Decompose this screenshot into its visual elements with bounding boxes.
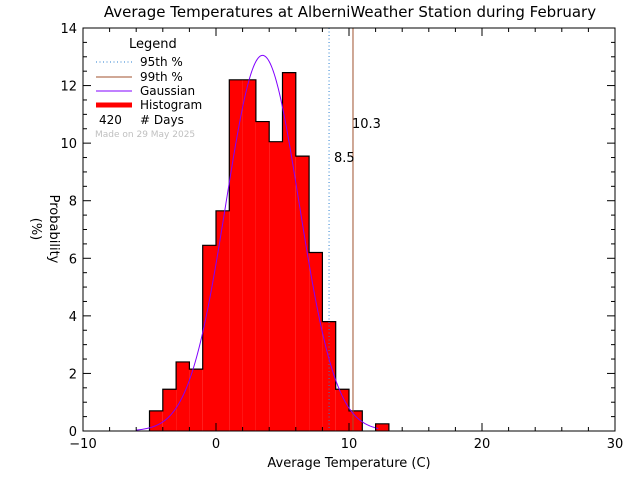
- percentile-99-label: 10.3: [352, 117, 381, 132]
- histogram-bar: [335, 389, 349, 431]
- histogram-bar: [269, 141, 283, 432]
- y-tick-label: 8: [69, 195, 77, 210]
- x-tick-label: 30: [607, 437, 624, 452]
- y-tick-label: 4: [69, 310, 77, 325]
- histogram-bar: [149, 410, 163, 431]
- x-axis-ticks: −10 0 10 20 30: [69, 28, 623, 452]
- x-tick-label: 10: [341, 437, 358, 452]
- gaussian-curve: [136, 54, 379, 431]
- y-axis-unit: (%): [28, 218, 43, 241]
- histogram-bar: [162, 389, 177, 431]
- y-tick-label: 6: [69, 252, 77, 267]
- x-axis-label: Average Temperature (C): [267, 456, 430, 471]
- histogram-bar: [322, 321, 336, 431]
- chart-title: Average Temperatures at AlberniWeather S…: [104, 3, 596, 21]
- histogram-bar: [309, 252, 323, 431]
- y-tick-label: 14: [60, 22, 77, 37]
- histogram-bar: [255, 121, 270, 431]
- x-tick-label: −10: [69, 437, 96, 452]
- made-on-note: Made on 29 May 2025: [95, 130, 195, 140]
- legend-days-label: # Days: [140, 113, 184, 127]
- x-tick-label: 0: [212, 437, 220, 452]
- y-tick-label: 12: [60, 80, 77, 95]
- histogram-bar: [229, 79, 243, 432]
- legend-label-99th: 99th %: [140, 70, 183, 84]
- histogram-bar: [189, 369, 203, 431]
- y-tick-label: 0: [69, 425, 77, 440]
- legend: Legend 95th % 99th % Gaussian Histogram …: [95, 37, 202, 140]
- histogram-bar: [282, 72, 296, 431]
- percentile-lines: [328, 28, 354, 431]
- y-axis-ticks: 0 2 4 6 8 10 12 14: [60, 22, 615, 440]
- legend-label-gaussian: Gaussian: [140, 84, 195, 98]
- legend-label-histogram: Histogram: [140, 98, 202, 112]
- histogram-bar: [375, 423, 389, 431]
- histogram-bar: [349, 410, 363, 431]
- legend-label-95th: 95th %: [140, 55, 183, 69]
- x-tick-label: 20: [474, 437, 491, 452]
- legend-title: Legend: [129, 37, 177, 52]
- percentile-95-label: 8.5: [334, 151, 355, 166]
- y-tick-label: 2: [69, 367, 77, 382]
- histogram-bar: [216, 210, 230, 431]
- histogram-bar: [202, 245, 216, 431]
- y-tick-label: 10: [60, 137, 77, 152]
- histogram-bar: [242, 79, 256, 432]
- legend-days-count: 420: [99, 113, 122, 127]
- histogram-bar: [295, 156, 310, 431]
- y-axis-label: Probability: [46, 195, 61, 264]
